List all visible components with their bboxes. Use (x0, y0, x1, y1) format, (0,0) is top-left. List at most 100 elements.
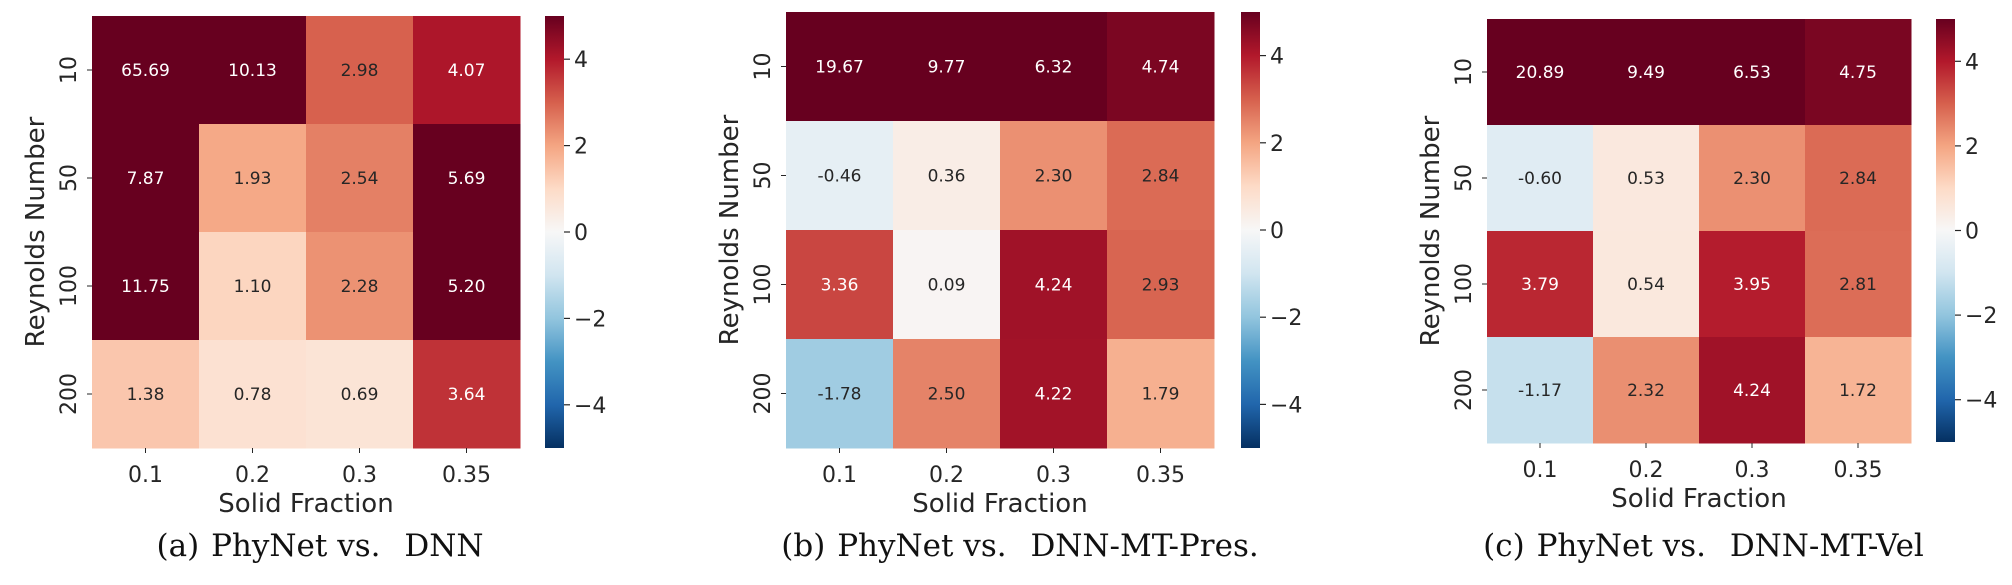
heatmap-cell (1805, 125, 1912, 232)
caption-right: DNN (404, 528, 484, 564)
cell-value-label: 1.38 (127, 385, 165, 405)
heatmap-cell (1000, 12, 1108, 122)
heatmap-cell (1487, 125, 1594, 232)
heatmap-cell (1487, 231, 1594, 338)
caption-tag: (a) (156, 528, 200, 564)
heatmap-cell (893, 339, 1001, 449)
y-axis-label: Reynolds Number (21, 116, 51, 347)
cell-value-label: 3.95 (1733, 275, 1771, 295)
heatmap-cell (1699, 337, 1806, 444)
cell-value-label: 2.81 (1839, 275, 1877, 295)
heatmap-cell (1107, 230, 1215, 340)
x-tick-label: 0.3 (1036, 463, 1071, 488)
cell-value-label: 3.36 (821, 276, 859, 296)
y-tick-label: 10 (751, 53, 776, 81)
heatmap-cell (1107, 12, 1215, 122)
colorbar-tick-label: 4 (1965, 50, 1979, 75)
heatmap-cell (92, 124, 200, 233)
heatmap-cell (1107, 339, 1215, 449)
heatmap-cell (199, 124, 307, 233)
colorbar-tick-label: −4 (574, 394, 606, 419)
cell-value-label: 0.36 (928, 167, 966, 187)
heatmap-cell (413, 16, 521, 125)
caption-right: DNN-MT-Vel (1729, 528, 1924, 564)
heatmap-cell (306, 232, 414, 341)
cell-value-label: 2.54 (341, 169, 379, 189)
y-tick-label: 50 (57, 164, 82, 192)
heatmap-cell (893, 121, 1001, 231)
heatmap-cell (893, 12, 1001, 122)
cell-value-label: 4.24 (1733, 381, 1771, 401)
heatmap-cell (1805, 337, 1912, 444)
heatmap-cell (413, 124, 521, 233)
x-tick-label: 0.1 (128, 463, 163, 488)
heatmap-cell (1000, 339, 1108, 449)
y-tick-label: 200 (1452, 369, 1477, 411)
cell-value-label: 4.74 (1142, 58, 1180, 78)
cell-value-label: 3.79 (1521, 275, 1559, 295)
y-tick-label: 100 (751, 264, 776, 306)
colorbar-tick-label: −4 (1965, 389, 1997, 414)
cell-value-label: 4.22 (1035, 385, 1073, 405)
heatmap-cell (199, 16, 307, 125)
cell-value-label: 2.30 (1035, 167, 1073, 187)
heatmap-cell (1593, 125, 1700, 232)
heatmap-cell (1000, 121, 1108, 231)
heatmap-cell (92, 232, 200, 341)
heatmap-cell (786, 121, 894, 231)
cell-value-label: 11.75 (121, 277, 170, 297)
heatmap-cell (199, 232, 307, 341)
heatmap-svg-c: 20.89 9.49 6.53 4.75 -0.60 0.53 2.30 2.84 3.79 0.… (1416, 19, 1997, 514)
heatmap-cell (1593, 19, 1700, 126)
heatmap-panel-a: 65.69 10.13 2.98 4.07 7.87 1.93 2.54 5.69 11.75 1… (0, 0, 640, 585)
colorbar-tick-label: 2 (574, 135, 588, 160)
x-tick-label: 0.1 (822, 463, 857, 488)
cell-value-label: 0.54 (1627, 275, 1665, 295)
x-tick-label: 0.2 (929, 463, 964, 488)
cell-value-label: 0.53 (1627, 169, 1665, 189)
heatmap-svg-b: 19.67 9.77 6.32 4.74 -0.46 0.36 2.30 2.84 3.36 0.… (715, 12, 1302, 519)
colorbar-tick-label: 4 (574, 48, 588, 73)
cell-value-label: 19.67 (815, 58, 864, 78)
cell-value-label: 9.49 (1627, 63, 1665, 83)
cell-value-label: 7.87 (127, 169, 165, 189)
heatmap-cell (1805, 231, 1912, 338)
x-tick-label: 0.3 (342, 463, 377, 488)
heatmap-panel-c: 20.89 9.49 6.53 4.75 -0.60 0.53 2.30 2.84 3.79 0.… (1395, 0, 2012, 585)
x-tick-label: 0.3 (1735, 458, 1770, 483)
colorbar-tick-label: −4 (1270, 393, 1302, 418)
colorbar-tick-label: 0 (1965, 220, 1979, 245)
heatmap-cell (306, 124, 414, 233)
caption-left: PhyNet vs. (837, 528, 1007, 564)
cell-value-label: 2.98 (341, 61, 379, 81)
heatmap-cell (1699, 125, 1806, 232)
heatmap-cell (1487, 19, 1594, 126)
cell-value-label: 4.24 (1035, 276, 1073, 296)
cell-value-label: 6.32 (1035, 58, 1073, 78)
caption-tag: (b) (781, 528, 826, 564)
heatmap-cell (1000, 230, 1108, 340)
caption-left: PhyNet vs. (211, 528, 381, 564)
y-tick-label: 50 (751, 162, 776, 190)
cell-value-label: 2.84 (1142, 167, 1180, 187)
x-tick-label: 0.1 (1523, 458, 1558, 483)
caption-tag: (c) (1483, 528, 1525, 564)
heatmap-cell (413, 340, 521, 449)
heatmap-cell (1699, 19, 1806, 126)
caption-right: DNN-MT-Pres. (1030, 528, 1259, 564)
cell-value-label: 6.53 (1733, 63, 1771, 83)
cell-value-label: 2.84 (1839, 169, 1877, 189)
colorbar-tick-label: 0 (1270, 219, 1284, 244)
cell-value-label: 0.78 (234, 385, 272, 405)
colorbar-tick-label: −2 (574, 307, 606, 332)
cell-value-label: 2.30 (1733, 169, 1771, 189)
cell-value-label: 0.69 (341, 385, 379, 405)
cell-value-label: 2.28 (341, 277, 379, 297)
heatmap-cell (1487, 337, 1594, 444)
cell-value-label: 4.07 (448, 61, 486, 81)
heatmap-cell (1699, 231, 1806, 338)
cell-value-label: 65.69 (121, 61, 170, 81)
y-axis-label: Reynolds Number (1416, 115, 1446, 346)
heatmap-cell (92, 340, 200, 449)
y-axis-label: Reynolds Number (715, 114, 745, 345)
